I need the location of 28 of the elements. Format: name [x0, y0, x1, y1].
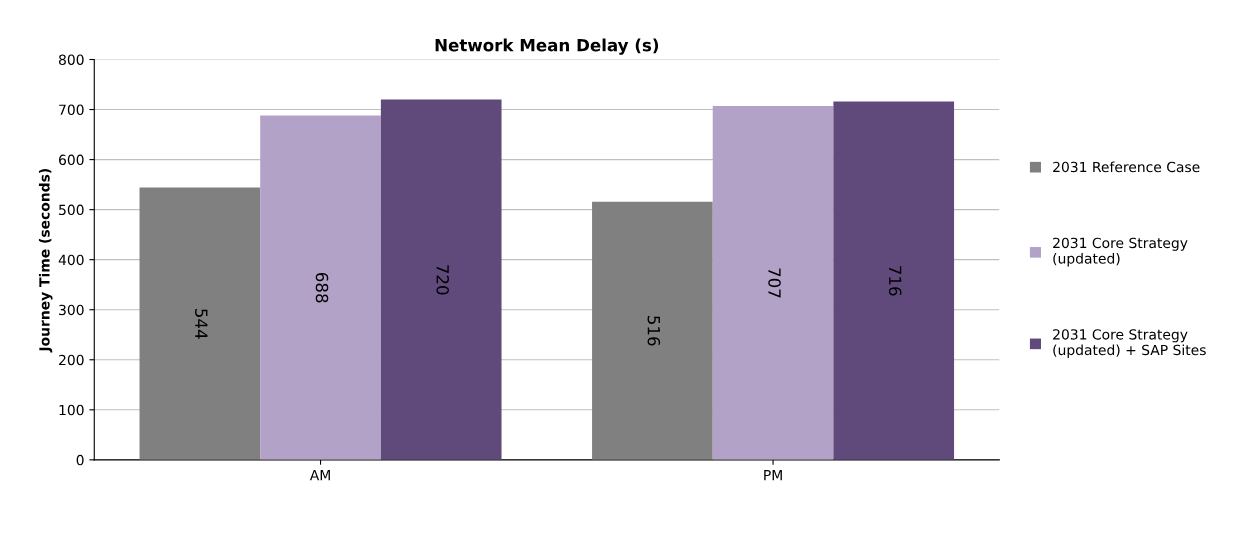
data-label: 544	[195, 309, 208, 339]
y-tick-label: 600	[59, 154, 84, 166]
bar	[712, 106, 834, 460]
bar	[833, 101, 955, 460]
y-tick-label: 0	[76, 454, 84, 466]
data-label: 716	[888, 266, 902, 296]
y-tick-label: 700	[59, 104, 84, 116]
bar	[260, 115, 381, 460]
chart-title: Network Mean Delay (s)	[435, 38, 659, 55]
y-tick-label: 500	[59, 204, 84, 216]
x-tick-label: PM	[764, 470, 782, 481]
bar	[592, 201, 713, 460]
data-label: 516	[647, 316, 661, 346]
y-tick-label: 800	[58, 54, 84, 65]
bar	[380, 99, 502, 460]
legend-label: 2031 Core Strategy (updated) + SAP Sites	[1053, 329, 1206, 358]
data-label: 707	[768, 268, 781, 298]
y-tick-label: 100	[59, 404, 84, 416]
legend-label: 2031 Reference Case	[1053, 161, 1200, 173]
y-tick-label: 400	[58, 254, 84, 266]
y-tick-label: 200	[59, 354, 84, 366]
y-tick-label: 300	[59, 304, 84, 316]
data-label: 720	[436, 265, 449, 295]
bar	[139, 187, 261, 460]
legend-label: 2031 Core Strategy (updated)	[1053, 237, 1188, 267]
data-label: 688	[315, 272, 329, 303]
x-tick-label: AM	[309, 470, 330, 481]
y-axis-title: Journey Time (seconds)	[38, 168, 53, 353]
